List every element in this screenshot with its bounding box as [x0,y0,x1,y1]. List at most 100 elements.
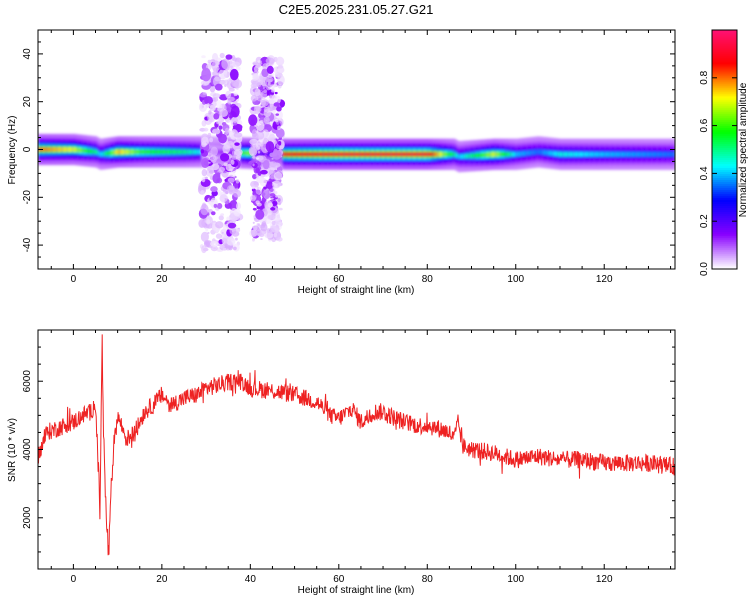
ridge-cell [669,152,672,157]
ridge-cell [422,152,425,157]
ridge-cell [508,152,510,157]
noise-blob [219,104,223,108]
ridge-cell [196,149,198,155]
ridge-cell [135,149,137,155]
ridge-cell [531,150,533,155]
colorbar-step [712,75,737,79]
ridge-cell [359,152,362,157]
ridge-cell [144,149,146,155]
noise-blob [256,82,262,88]
noise-blob [251,186,256,190]
ridge-cell [182,149,185,155]
ridge-cell [322,152,324,157]
colorbar-step [712,129,737,133]
noise-blob [252,221,255,224]
ridge-cell [165,149,167,155]
ridge-cell [506,152,509,157]
x-tick-label: 100 [507,274,524,285]
ridge-cell [334,152,336,157]
ridge-cell [552,151,554,156]
ridge-cell [617,152,620,157]
ridge-cell [344,152,346,157]
noise-blob [233,79,243,89]
ridge-cell [302,152,304,157]
ridge-cell [657,152,659,157]
colorbar-step [712,69,737,73]
ridge-cell [289,152,291,157]
ridge-cell [567,152,570,157]
ridge-cell [164,149,166,155]
ridge-cell [525,151,528,156]
ridge-cell [579,152,582,157]
noise-blob [221,237,228,245]
ridge-cell [650,152,653,157]
ridge-cell [524,151,527,156]
ridge-cell [499,152,501,157]
ridge-cell [296,152,299,157]
ridge-cell [593,152,595,157]
ridge-cell [317,152,320,157]
ridge-cell [342,152,344,157]
colorbar-step [712,165,737,169]
noise-blob [209,84,216,93]
noise-blob [231,57,238,62]
ridge-cell [503,152,506,157]
noise-blob [226,79,231,83]
ridge-cell [647,152,649,157]
colorbar-step [712,113,737,117]
ridge-cell [389,152,392,157]
ridge-cell [548,150,551,156]
ridge-cell [397,152,400,157]
x-tick-label: 60 [333,274,345,285]
noise-blob [227,184,236,192]
ridge-cell [419,152,422,157]
noise-blob [267,202,274,208]
ridge-cell [573,152,575,157]
ridge-cell [554,151,557,156]
ridge-cell [401,152,404,157]
ridge-cell [110,150,113,155]
noise-blob [275,113,280,116]
ridge-cell [613,152,615,157]
x-tick-label: 40 [245,574,257,585]
noise-blob [210,155,217,163]
ridge-cell [133,149,135,155]
ridge-cell [172,149,175,155]
noise-blob [277,125,281,131]
noise-blob [255,200,260,205]
ridge-cell [620,152,623,157]
ridge-cell [62,147,64,152]
noise-blob [233,208,241,217]
ridge-cell [659,152,662,157]
ridge-cell [377,152,380,157]
ridge-cell [370,152,373,157]
snr-ylabel: SNR (10 * v/v) [7,418,18,482]
ridge-cell [321,152,323,157]
colorbar-tick-label: 0.6 [699,118,710,132]
ridge-cell [596,152,599,157]
ridge-cell [526,150,529,156]
ridge-cell [640,152,643,157]
ridge-cell [619,152,622,157]
ridge-cell [143,149,145,155]
ridge-cell [636,152,638,157]
ridge-cell [533,150,536,155]
ridge-cell [616,152,618,157]
noise-blob [219,108,229,117]
ridge-cell [527,150,530,156]
ridge-cell [186,149,188,155]
ridge-cell [170,149,173,155]
noise-blob [271,149,282,160]
colorbar-step [712,121,737,125]
colorbar-step [712,77,737,81]
ridge-cell [128,149,131,155]
ridge-cell [316,152,319,157]
ridge-cell [156,149,158,155]
colorbar-tick-label: 0.4 [699,166,710,180]
ridge-cell [162,149,165,155]
colorbar-step [712,225,737,228]
colorbar-step [712,103,737,107]
colorbar-step [712,195,737,198]
ridge-cell [425,152,427,157]
noise-blob [269,225,277,233]
